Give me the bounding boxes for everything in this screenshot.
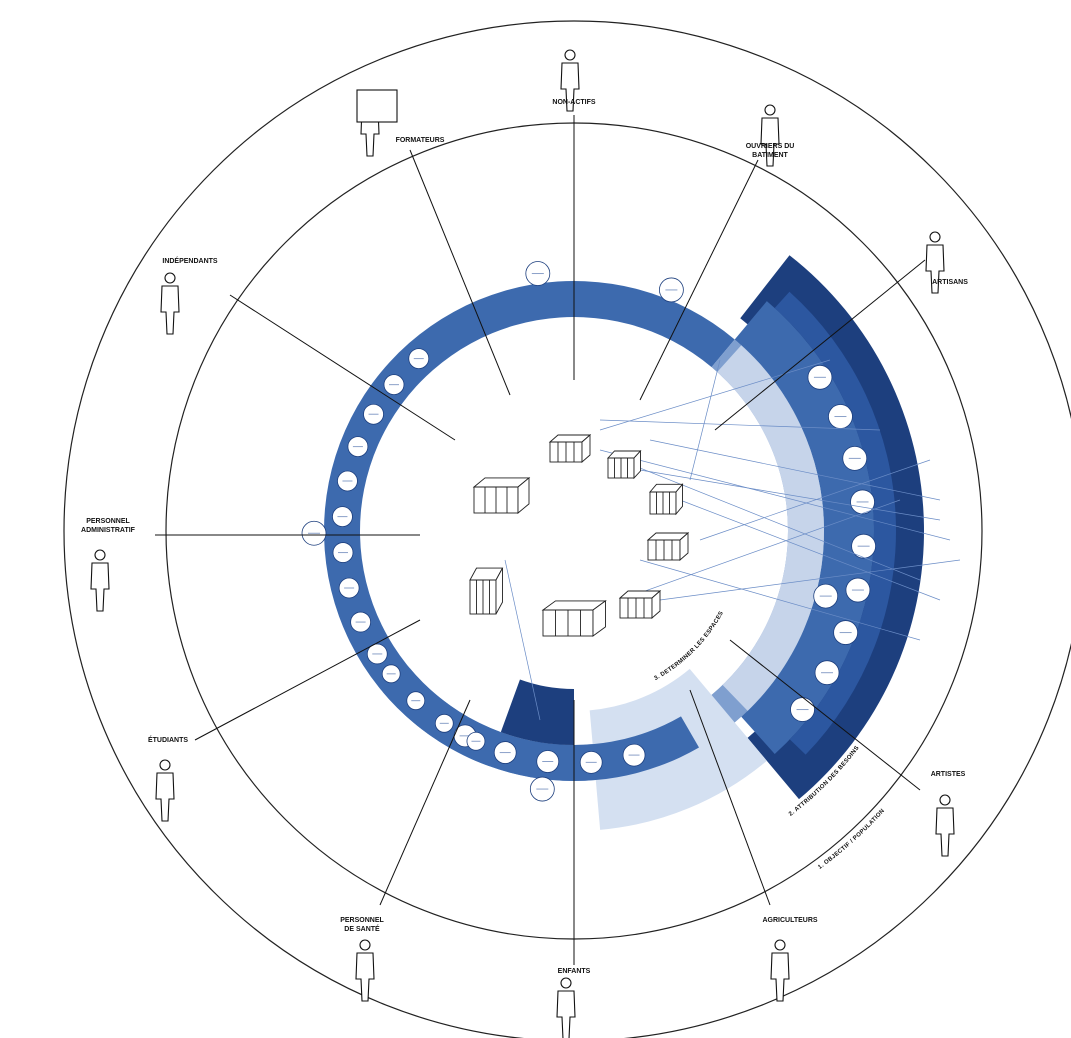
chips-left [332,348,430,665]
chips-bottom [453,724,646,774]
navy-bottom-wedge [500,679,574,745]
building-sketch [541,600,607,637]
connection-line [689,359,721,481]
connection-line [599,449,951,541]
parent-child-icon [556,977,576,1038]
desk-worker-icon [90,549,110,612]
artisan-at-workbench-icon [925,231,945,294]
freelancer-icon [160,272,180,335]
pointing-person-icon [560,49,580,112]
chips-lower-left [381,664,486,751]
connection-line [679,499,941,601]
inner-disc [419,376,729,686]
category-spoke [229,294,456,441]
category-label-artistes: ARTISTES [931,771,966,778]
highlight-sector-edge [774,291,896,755]
building-sketch [618,590,662,619]
label-line: BATIMENT [752,152,788,159]
category-label-ouvriers: OUVRIERS DU BATIMENT [746,143,795,159]
spokes [155,115,926,965]
building-sketch [649,483,684,516]
ring-label-1: 1. OBJECTIF / POPULATION [817,808,886,871]
outer-ring [63,20,1071,1038]
category-spoke [379,699,471,906]
label-line: OUVRIERS DU [746,143,795,150]
category-spoke [729,639,921,791]
building-sketch [469,567,504,615]
connection-line [504,559,541,721]
category-label-enfants: ENFANTS [558,968,591,975]
connection-line [619,459,921,581]
connection-line [599,359,831,431]
connection-line [649,439,941,501]
category-label-non-actifs: NON-ACTIFS [552,99,595,106]
category-label-agriculteurs: AGRICULTEURS [762,917,817,924]
connection-line [659,559,961,601]
construction-worker-icon [760,104,780,167]
label-line: PERSONNEL [340,917,384,924]
connection-lines [504,359,961,721]
chips-top [301,261,839,802]
farmer-with-cow-icon [770,939,790,1002]
connection-line [639,559,921,641]
category-label-etudiants: ÉTUDIANTS [148,735,188,744]
connection-line [699,459,931,541]
category-label-artisans: ARTISANS [932,279,968,286]
mid-band-left [324,281,735,766]
category-spoke [714,259,926,431]
building-sketch [472,476,531,514]
connection-line [619,499,901,601]
category-label-administratif: PERSONNEL ADMINISTRATIF [81,518,136,534]
category-label-sante: PERSONNEL DE SANTÉ [340,917,384,933]
label-line: ADMINISTRATIF [81,527,136,534]
category-spoke [194,619,421,741]
artist-icon [935,794,955,857]
student-icon [155,759,175,822]
mid-band-bottom [382,668,699,781]
board-icon [356,89,398,123]
highlight-sector-outer [740,255,924,800]
category-spoke [689,689,771,906]
label-line: DE SANTÉ [344,924,380,933]
connection-line [599,419,881,431]
connection-line [639,469,941,521]
label-line: PERSONNEL [86,518,130,525]
doctor-patient-icon [355,939,375,1002]
category-label-independants: INDÉPENDANTS [162,256,218,265]
highlight-sector-pale [717,345,824,711]
building-sketch [606,449,642,480]
category-spoke [409,149,511,396]
category-spoke [639,159,759,401]
category-label-formateurs: FORMATEURS [396,137,445,144]
building-sketch [548,434,592,463]
building-sketch [646,532,690,561]
